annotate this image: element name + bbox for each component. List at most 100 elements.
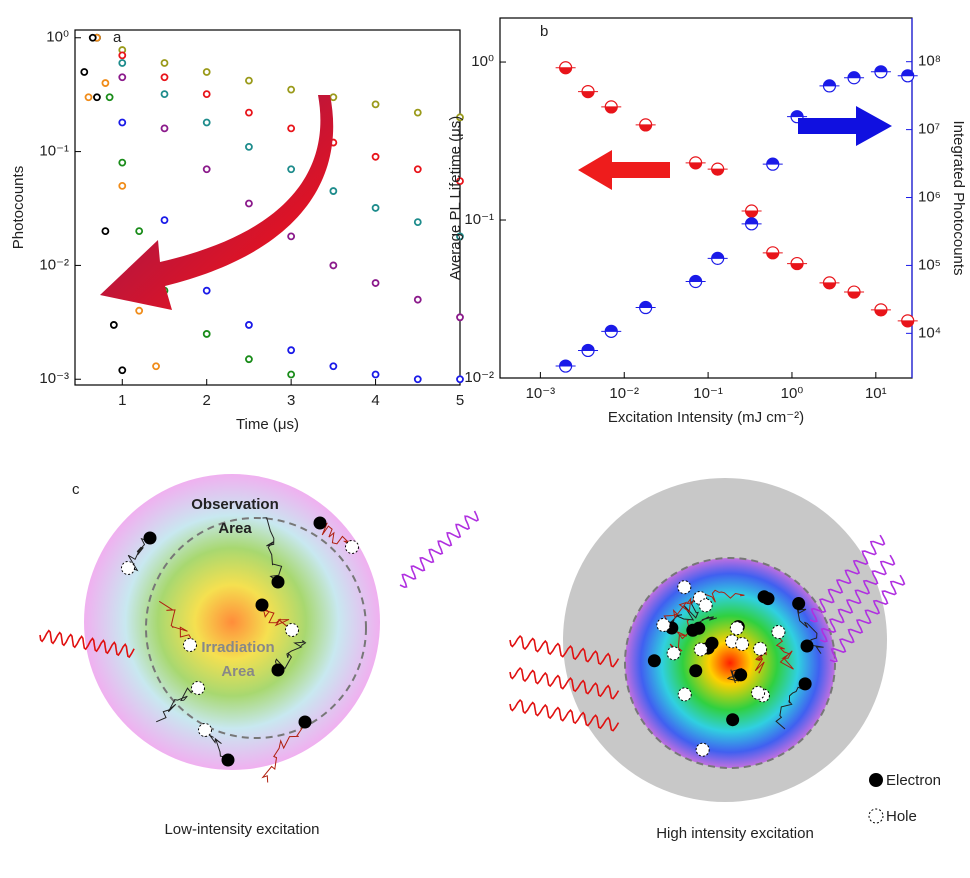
marker-half: [875, 66, 887, 72]
x-tick-label: 10⁰: [781, 385, 804, 402]
data-point: [204, 288, 210, 294]
data-point: [204, 166, 210, 172]
data-point: [161, 60, 167, 66]
y2-tick-label: 10⁸: [918, 53, 941, 70]
electron: [726, 713, 739, 726]
data-point: [246, 78, 252, 84]
data-point: [708, 163, 728, 175]
electron: [299, 716, 312, 729]
hole: [736, 638, 749, 651]
data-point: [330, 262, 336, 268]
data-point: [636, 302, 656, 314]
marker-half: [712, 169, 724, 175]
hole: [286, 624, 299, 637]
x-tick-label: 5: [456, 392, 464, 409]
electron: [144, 532, 157, 545]
marker-half: [848, 72, 860, 78]
data-point: [457, 376, 463, 382]
emission-photon: [400, 511, 478, 587]
x-tick-label: 10¹: [865, 385, 887, 402]
electron: [801, 640, 814, 653]
electron: [272, 576, 285, 589]
y-axis-label: Photocounts: [10, 166, 27, 249]
data-point: [119, 74, 125, 80]
x-tick-label: 10⁻¹: [693, 385, 723, 402]
legend-electron: [869, 773, 883, 787]
hole: [694, 643, 707, 656]
data-point: [556, 360, 576, 372]
marker-half: [690, 275, 702, 281]
data-point: [161, 91, 167, 97]
data-point: [136, 308, 142, 314]
left-arrow: [578, 150, 670, 190]
y-tick-label: 10⁻¹: [464, 211, 494, 228]
hole: [199, 724, 212, 737]
hole: [346, 541, 359, 554]
data-point: [94, 94, 100, 100]
x-tick-label: 4: [371, 392, 379, 409]
hole: [667, 647, 680, 660]
data-point: [119, 367, 125, 373]
y-tick-label: 10⁻¹: [39, 143, 69, 160]
marker-half: [582, 344, 594, 350]
data-point: [415, 166, 421, 172]
data-point: [111, 322, 117, 328]
marker-half: [875, 310, 887, 316]
data-point: [708, 252, 728, 264]
data-point: [204, 331, 210, 337]
electron: [792, 597, 805, 610]
y-tick-label: 10⁰: [471, 53, 494, 70]
data-point: [246, 200, 252, 206]
y2-tick-label: 10⁶: [918, 188, 941, 205]
diagram: [40, 474, 904, 802]
data-point: [601, 325, 621, 337]
hole: [678, 688, 691, 701]
marker-half: [767, 158, 779, 164]
data-point: [204, 91, 210, 97]
electron: [222, 754, 235, 767]
caption: High intensity excitation: [656, 825, 814, 842]
data-point: [288, 125, 294, 131]
data-point: [81, 69, 87, 75]
y-tick-label: 10⁻²: [39, 256, 69, 273]
marker-half: [640, 302, 652, 308]
hole: [696, 743, 709, 756]
data-point: [457, 314, 463, 320]
data-point: [763, 247, 783, 259]
hole: [192, 682, 205, 695]
electron: [689, 664, 702, 677]
data-point: [373, 280, 379, 286]
data-point: [107, 94, 113, 100]
y2-tick-label: 10⁷: [918, 121, 940, 138]
data-point: [288, 372, 294, 378]
hole: [678, 581, 691, 594]
data-point: [415, 376, 421, 382]
data-point: [246, 110, 252, 116]
data-point: [119, 60, 125, 66]
y-tick-label: 10⁻²: [464, 369, 494, 386]
electron: [799, 677, 812, 690]
trend-arrow: [100, 95, 333, 310]
observation-area: [84, 474, 380, 770]
data-point: [161, 125, 167, 131]
x-tick-label: 10⁻³: [526, 385, 556, 402]
marker-half: [823, 80, 835, 86]
data-point: [102, 228, 108, 234]
data-point: [102, 80, 108, 86]
data-point: [871, 304, 891, 316]
electron: [256, 599, 269, 612]
data-point: [288, 233, 294, 239]
data-point: [556, 62, 576, 74]
data-point: [330, 363, 336, 369]
data-point: [763, 158, 783, 170]
marker-half: [848, 292, 860, 298]
data-point: [246, 356, 252, 362]
marker-half: [560, 68, 572, 74]
data-point: [686, 157, 706, 169]
data-point: [819, 277, 839, 289]
data-point: [898, 70, 918, 82]
hole: [754, 642, 767, 655]
x-tick-label: 3: [287, 392, 295, 409]
data-point: [787, 258, 807, 270]
data-point: [578, 86, 598, 98]
